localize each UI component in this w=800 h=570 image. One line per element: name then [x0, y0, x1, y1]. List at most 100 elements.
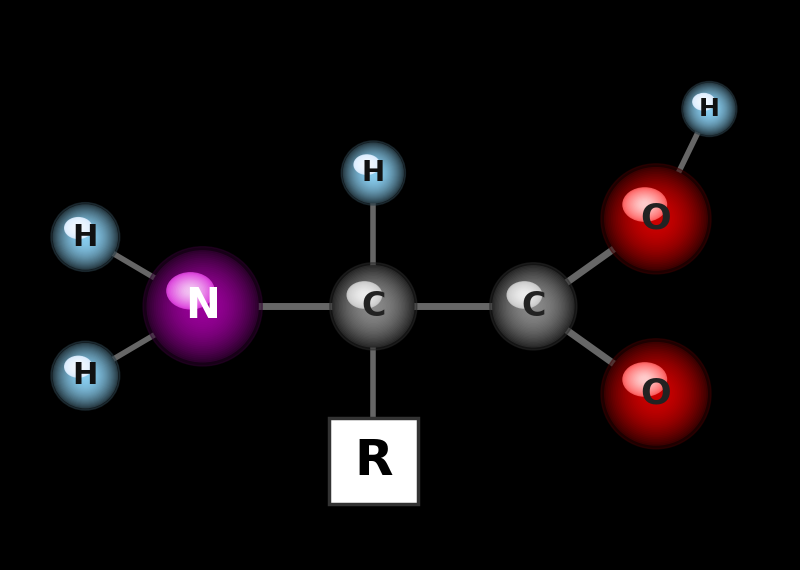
Ellipse shape	[366, 298, 382, 315]
Ellipse shape	[696, 95, 723, 123]
Ellipse shape	[199, 303, 206, 310]
Ellipse shape	[612, 174, 700, 263]
Ellipse shape	[639, 202, 673, 236]
Ellipse shape	[363, 163, 383, 183]
Ellipse shape	[330, 263, 417, 350]
Ellipse shape	[68, 359, 102, 393]
Ellipse shape	[346, 145, 402, 201]
Ellipse shape	[358, 158, 375, 171]
Ellipse shape	[507, 282, 542, 308]
Ellipse shape	[494, 267, 573, 345]
Ellipse shape	[190, 294, 216, 319]
Ellipse shape	[654, 392, 658, 396]
Ellipse shape	[173, 278, 208, 304]
Ellipse shape	[55, 207, 115, 267]
Ellipse shape	[623, 363, 666, 396]
Ellipse shape	[703, 103, 715, 115]
Ellipse shape	[65, 356, 92, 377]
Ellipse shape	[64, 215, 106, 258]
Ellipse shape	[67, 219, 89, 237]
Ellipse shape	[73, 363, 98, 389]
Ellipse shape	[71, 362, 99, 389]
Ellipse shape	[353, 152, 394, 194]
Ellipse shape	[702, 101, 717, 117]
Ellipse shape	[612, 349, 700, 438]
Ellipse shape	[630, 193, 659, 215]
Ellipse shape	[363, 294, 366, 296]
Ellipse shape	[78, 368, 93, 383]
Ellipse shape	[68, 220, 102, 254]
Ellipse shape	[526, 298, 542, 315]
Ellipse shape	[627, 365, 685, 423]
Ellipse shape	[82, 372, 89, 379]
Ellipse shape	[606, 344, 706, 443]
Ellipse shape	[702, 101, 705, 103]
Ellipse shape	[62, 214, 109, 260]
Ellipse shape	[692, 92, 726, 126]
Text: H: H	[362, 159, 385, 187]
Ellipse shape	[169, 274, 213, 308]
Ellipse shape	[72, 362, 85, 372]
Ellipse shape	[71, 222, 86, 234]
Ellipse shape	[698, 98, 721, 120]
Ellipse shape	[154, 258, 250, 355]
Ellipse shape	[504, 276, 563, 336]
Ellipse shape	[608, 171, 704, 267]
Ellipse shape	[360, 160, 386, 186]
Ellipse shape	[158, 262, 247, 351]
Ellipse shape	[651, 389, 661, 399]
Ellipse shape	[513, 286, 536, 304]
Ellipse shape	[370, 302, 378, 311]
Ellipse shape	[350, 150, 396, 196]
Ellipse shape	[355, 155, 391, 191]
Ellipse shape	[654, 217, 658, 221]
Ellipse shape	[345, 144, 402, 202]
Ellipse shape	[82, 234, 89, 240]
Ellipse shape	[347, 282, 382, 308]
Ellipse shape	[80, 231, 90, 242]
Ellipse shape	[191, 295, 214, 317]
Ellipse shape	[72, 223, 85, 233]
Ellipse shape	[684, 83, 735, 135]
Ellipse shape	[189, 290, 192, 292]
Ellipse shape	[697, 96, 722, 122]
Ellipse shape	[499, 272, 567, 340]
Ellipse shape	[178, 281, 203, 300]
Ellipse shape	[502, 275, 565, 337]
Ellipse shape	[626, 188, 686, 250]
Ellipse shape	[354, 287, 374, 303]
Ellipse shape	[338, 271, 409, 341]
Ellipse shape	[362, 293, 366, 297]
Ellipse shape	[67, 357, 103, 394]
Ellipse shape	[626, 190, 663, 219]
Ellipse shape	[622, 360, 690, 428]
Ellipse shape	[365, 164, 369, 166]
Ellipse shape	[350, 149, 398, 197]
Ellipse shape	[345, 278, 402, 335]
Text: H: H	[73, 361, 98, 390]
Ellipse shape	[58, 209, 113, 264]
Ellipse shape	[80, 370, 90, 381]
Ellipse shape	[364, 297, 382, 316]
Ellipse shape	[74, 364, 82, 369]
Ellipse shape	[360, 160, 374, 170]
Ellipse shape	[195, 299, 210, 314]
Ellipse shape	[341, 274, 406, 339]
Ellipse shape	[697, 96, 711, 107]
Ellipse shape	[70, 360, 86, 373]
Ellipse shape	[370, 169, 378, 177]
Ellipse shape	[362, 161, 372, 169]
Ellipse shape	[177, 280, 229, 332]
FancyBboxPatch shape	[329, 418, 418, 504]
Ellipse shape	[76, 227, 95, 247]
Ellipse shape	[66, 218, 105, 256]
Ellipse shape	[54, 206, 116, 268]
Ellipse shape	[151, 255, 254, 358]
Ellipse shape	[697, 97, 710, 107]
Ellipse shape	[518, 291, 530, 299]
Ellipse shape	[359, 159, 374, 170]
Ellipse shape	[638, 375, 674, 413]
Ellipse shape	[166, 270, 240, 343]
Ellipse shape	[651, 214, 661, 224]
Text: C: C	[521, 290, 546, 323]
